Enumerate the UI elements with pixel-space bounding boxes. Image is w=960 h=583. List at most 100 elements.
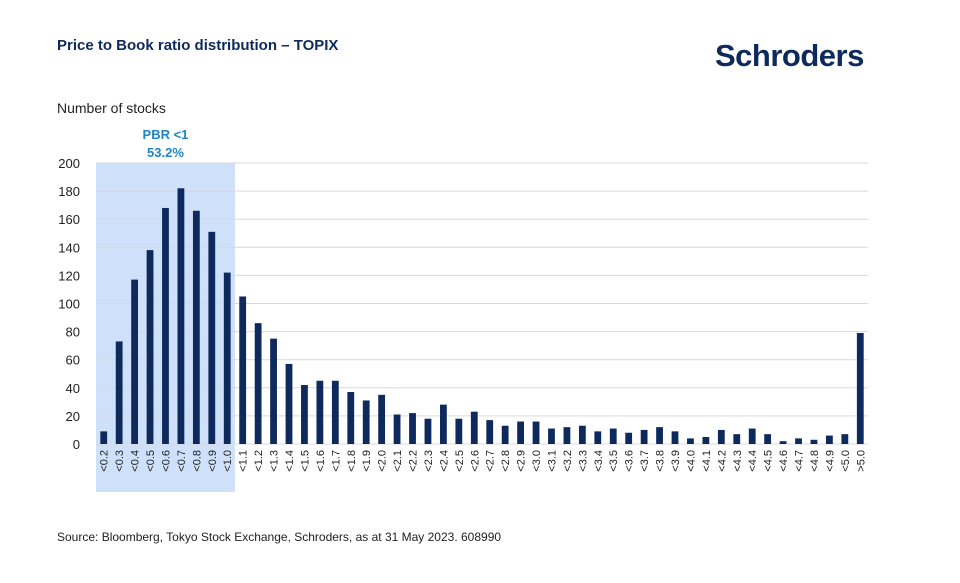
x-tick-label: <0.6 (160, 450, 172, 472)
x-tick-label: <3.8 (655, 450, 667, 472)
bar (563, 427, 571, 444)
x-tick-label: <2.1 (392, 450, 404, 472)
bar (486, 420, 494, 444)
bar (625, 432, 633, 444)
x-tick-label: <1.4 (284, 450, 296, 472)
bar (440, 404, 447, 444)
x-tick-label: <2.0 (377, 450, 389, 472)
bar (162, 207, 169, 444)
x-tick-label: <4.1 (701, 450, 713, 472)
bar (548, 428, 555, 444)
bar (115, 341, 123, 444)
bar (702, 436, 710, 444)
y-tick-label: 0 (73, 437, 80, 452)
bar (131, 279, 138, 444)
bar (671, 431, 679, 444)
x-axis-ticks: <0.2 <0.3 <0.4 <0.5 <0.6 <0.7 <0.8 <0.9 <1.0 <1.1… (99, 450, 868, 472)
bar (424, 418, 432, 444)
y-tick-label: 20 (66, 409, 80, 424)
y-tick-label: 120 (58, 268, 80, 283)
bar (316, 380, 324, 444)
bar (223, 272, 231, 444)
bar (594, 431, 602, 444)
x-tick-label: <2.5 (454, 450, 466, 472)
x-tick-label: <3.3 (577, 450, 589, 472)
bar (270, 338, 277, 444)
y-tick-label: 40 (66, 381, 80, 396)
bar (301, 384, 308, 444)
x-tick-label: <3.0 (531, 450, 543, 472)
x-tick-label: <2.7 (485, 450, 497, 472)
x-tick-label: <4.0 (685, 450, 697, 472)
bar (656, 427, 663, 444)
x-tick-label: <3.4 (593, 450, 605, 472)
x-tick-label: <2.3 (423, 450, 435, 472)
y-tick-label: 180 (58, 184, 80, 199)
x-tick-label: <1.1 (238, 450, 250, 472)
bars (100, 188, 864, 444)
bar (810, 439, 818, 444)
x-tick-label: <1.6 (315, 450, 327, 472)
x-tick-label: <3.6 (624, 450, 636, 472)
x-tick-label: <1.3 (269, 450, 281, 472)
x-tick-label: <1.2 (253, 450, 265, 472)
x-tick-label: <2.8 (500, 450, 512, 472)
bar (100, 431, 108, 444)
bar (856, 333, 864, 444)
x-tick-label: <0.5 (145, 450, 157, 472)
bar (578, 425, 586, 444)
y-tick-label: 100 (58, 297, 80, 312)
bar (362, 400, 370, 444)
y-tick-label: 160 (58, 212, 80, 227)
bar (733, 434, 741, 444)
x-tick-label: <4.5 (763, 450, 775, 472)
bar (239, 296, 247, 444)
x-tick-label: <5.0 (840, 450, 852, 472)
x-tick-label: <4.9 (824, 450, 836, 472)
bar (347, 392, 355, 444)
y-tick-label: 140 (58, 240, 80, 255)
x-tick-label: <3.1 (546, 450, 558, 472)
x-tick-label: <0.9 (207, 450, 219, 472)
schroders-logo: Schroders (715, 38, 864, 73)
highlight-label: PBR <1 (143, 127, 189, 142)
x-tick-label: <3.5 (608, 450, 620, 472)
y-tick-label: 60 (66, 353, 80, 368)
x-tick-label: <0.7 (176, 450, 188, 472)
x-tick-label: <0.3 (114, 450, 126, 472)
x-tick-label: <4.2 (716, 450, 728, 472)
bar (748, 428, 756, 444)
bar (192, 210, 200, 444)
y-axis-label: Number of stocks (57, 100, 166, 116)
x-tick-label: <4.8 (809, 450, 821, 472)
y-tick-label: 80 (66, 325, 80, 340)
y-tick-label: 200 (58, 156, 80, 171)
x-tick-label: <2.9 (516, 450, 528, 472)
bar (146, 250, 154, 444)
x-tick-label: <1.5 (299, 450, 311, 472)
bar (517, 421, 524, 444)
x-tick-label: <2.2 (408, 450, 420, 472)
x-tick-label: >5.0 (855, 450, 867, 472)
chart-title: Price to Book ratio distribution – TOPIX (57, 37, 339, 54)
x-tick-label: <3.9 (670, 450, 682, 472)
bar (764, 434, 772, 444)
bar (470, 411, 478, 444)
x-tick-label: <1.0 (222, 450, 234, 472)
source-note: Source: Bloomberg, Tokyo Stock Exchange,… (57, 530, 502, 544)
x-tick-label: <2.6 (469, 450, 481, 472)
highlight-value-label: 53.2% (147, 145, 184, 160)
bar (455, 418, 463, 444)
y-axis-ticks: 0 20 40 60 80 100 120 140 160 180 200 (58, 156, 80, 452)
bar (687, 438, 694, 444)
x-tick-label: <0.2 (99, 450, 111, 472)
x-tick-label: <0.8 (191, 450, 203, 472)
bar (717, 429, 725, 444)
x-tick-label: <4.4 (747, 450, 759, 472)
bar (640, 429, 648, 444)
bar (378, 394, 386, 444)
x-tick-label: <3.7 (639, 450, 651, 472)
bar (208, 231, 216, 444)
bar (795, 438, 802, 444)
